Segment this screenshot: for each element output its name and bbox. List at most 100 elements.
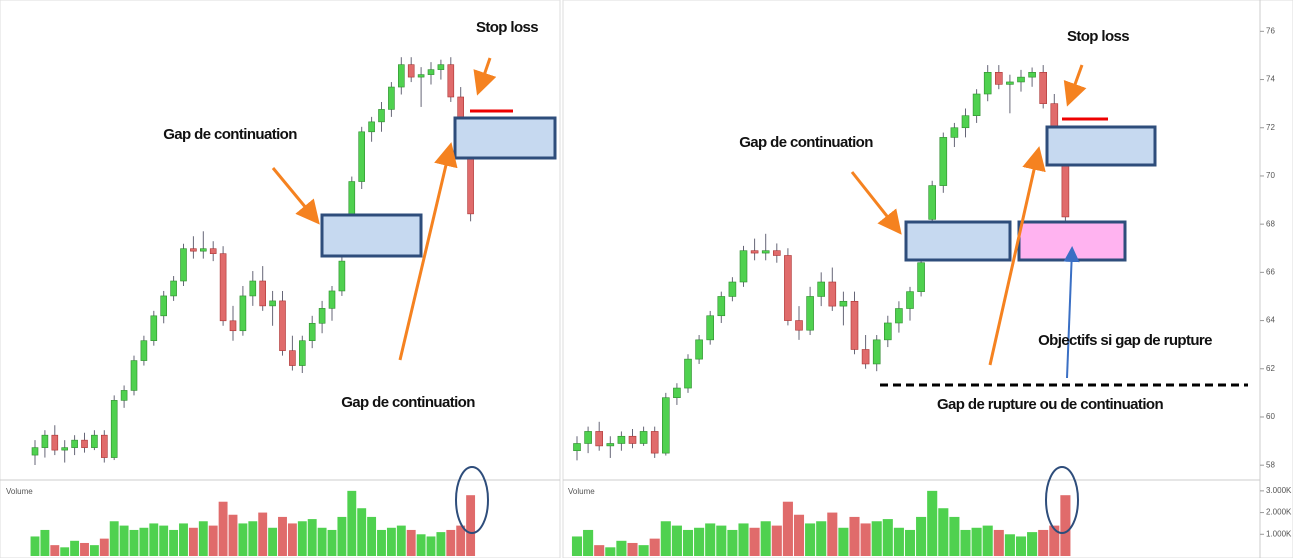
volume-bar	[149, 523, 159, 556]
volume-bar	[916, 516, 927, 556]
volume-bar	[616, 540, 627, 556]
volume-bar	[119, 525, 129, 556]
candle-body	[427, 69, 435, 75]
candle-body	[784, 255, 792, 321]
candle-body	[906, 291, 914, 309]
candle-body	[573, 443, 581, 452]
candle-body	[358, 131, 366, 182]
volume-bar	[1049, 525, 1060, 556]
volume-bar	[436, 532, 446, 556]
arrow	[473, 57, 497, 96]
volume-bar	[938, 508, 949, 556]
y-tick-label: 70	[1266, 171, 1275, 180]
arrow	[988, 146, 1046, 366]
candle-body	[750, 250, 759, 254]
candle-body	[150, 315, 158, 341]
candle-body	[328, 290, 336, 309]
candle-body	[917, 262, 925, 292]
left-panel	[0, 0, 561, 558]
y-tick-label: 62	[1266, 364, 1275, 373]
arrow	[398, 142, 458, 361]
candle-body	[308, 322, 316, 341]
y-tick-label: 66	[1266, 267, 1275, 276]
volume-bar	[89, 545, 99, 556]
candle-body	[1028, 72, 1036, 78]
candle-body	[348, 181, 356, 217]
volume-bar	[159, 525, 169, 556]
volume-bar	[682, 529, 694, 556]
candle-body	[928, 185, 937, 220]
candle-body	[684, 358, 692, 389]
candle-body	[368, 121, 375, 133]
arrow	[271, 167, 320, 225]
candle-body	[817, 281, 826, 297]
volume-bar	[228, 514, 238, 556]
candle-body	[140, 340, 148, 361]
volume-bar	[208, 525, 218, 556]
gap-box	[453, 116, 557, 160]
candle-body	[298, 340, 306, 366]
candle-body	[983, 72, 992, 95]
volume-bar	[30, 536, 40, 556]
volume-bar	[169, 529, 179, 556]
y-tick-label: 60	[1266, 412, 1275, 421]
candle-body	[229, 320, 237, 332]
y-tick-label: 64	[1266, 316, 1275, 325]
candle-body	[388, 86, 395, 110]
volume-bar	[248, 521, 258, 556]
candle-body	[584, 431, 592, 444]
candle-body	[695, 339, 703, 360]
volume-bar	[982, 525, 993, 556]
y-tick-label: 1.000K	[1266, 529, 1292, 538]
volume-bar	[860, 523, 871, 556]
gap-box	[320, 213, 423, 258]
candle-body	[130, 360, 138, 391]
candle-body	[61, 447, 69, 451]
right-panel	[562, 0, 1293, 558]
candle-body	[972, 93, 981, 116]
marks: 58 60 62 64 66 68 70 72 74 76 1.000K 2.000K 3.000K	[30, 26, 1292, 556]
volume-bar	[904, 529, 916, 556]
y-tick-label: 76	[1266, 26, 1275, 35]
volume-bar	[307, 519, 317, 556]
arrow	[1063, 246, 1080, 379]
candle-body	[397, 64, 405, 88]
volume-bar	[805, 523, 816, 556]
y-tick-label: 72	[1266, 123, 1275, 132]
candle-body	[467, 156, 474, 215]
candle-body	[606, 443, 615, 447]
candle-body	[180, 248, 187, 282]
candle-body	[661, 397, 670, 454]
candle-body	[239, 295, 247, 332]
volume-bar	[317, 527, 327, 556]
candle-body	[639, 431, 648, 444]
volume-bar	[849, 516, 860, 556]
candle-body	[717, 296, 726, 317]
candle-body	[378, 109, 385, 123]
candle-body	[861, 349, 870, 365]
candle-body	[338, 260, 346, 292]
candle-body	[91, 434, 98, 448]
candle-body	[101, 434, 108, 458]
candle-body	[617, 435, 626, 444]
volume-bar	[771, 525, 782, 556]
volume-bar	[871, 521, 882, 556]
annotation: Objectifs si gap de rupture	[1038, 332, 1212, 349]
candle-body	[673, 387, 681, 398]
candle-body	[31, 447, 39, 456]
volume-bar	[40, 529, 50, 556]
circle	[1045, 466, 1079, 534]
candle-body	[71, 439, 78, 448]
volume-bar	[80, 542, 89, 556]
volume-bar	[1004, 534, 1015, 556]
candle-body	[706, 315, 715, 341]
volume-bar	[70, 540, 80, 556]
annotation: Stop loss	[1067, 28, 1129, 45]
candle-body	[1017, 76, 1025, 83]
volume-bar	[396, 525, 406, 556]
candle-body	[872, 339, 881, 365]
candle-body	[279, 300, 286, 351]
candle-body	[883, 322, 892, 341]
volume-bar	[367, 516, 377, 556]
